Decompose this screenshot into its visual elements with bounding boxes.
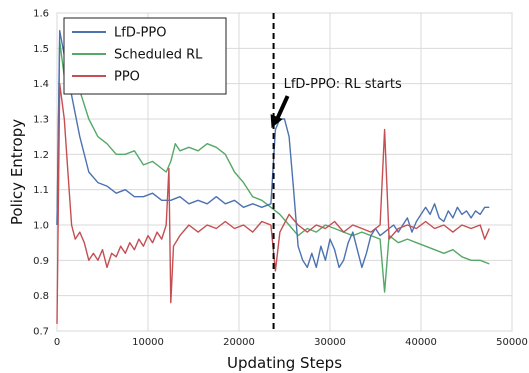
x-tick-label: 10000 [132, 337, 164, 348]
x-tick-label: 0 [54, 337, 60, 348]
x-axis-title: Updating Steps [227, 354, 342, 372]
y-tick-label: 1.6 [33, 9, 49, 20]
x-tick-label: 50000 [496, 337, 528, 348]
series-layer [56, 30, 490, 324]
annotation-arrow [270, 95, 290, 129]
legend: LfD-PPO Scheduled RL PPO [63, 17, 227, 95]
legend-label: Scheduled RL [114, 48, 203, 63]
y-tick-label: 1.1 [33, 185, 49, 196]
legend-label: LfD-PPO [114, 26, 166, 41]
x-tick-labels: 0 10000 20000 30000 40000 50000 [54, 337, 528, 348]
series-line-scheduled-rl [56, 40, 490, 293]
y-tick-label: 1.2 [33, 150, 49, 161]
x-tick-label: 30000 [314, 337, 346, 348]
y-tick-label: 1.5 [33, 44, 49, 55]
series-line-ppo [56, 83, 490, 324]
legend-box [63, 17, 227, 95]
y-tick-label: 1.4 [33, 79, 49, 90]
y-tick-label: 1.0 [33, 221, 49, 232]
y-axis-title: Policy Entropy [8, 119, 26, 225]
annotation-arrow-head [270, 114, 283, 129]
x-tick-label: 40000 [405, 337, 437, 348]
annotation-text: LfD-PPO: RL starts [284, 77, 402, 92]
y-tick-label: 0.7 [33, 327, 49, 338]
y-tick-label: 1.3 [33, 115, 49, 126]
series-line-lfd-ppo [56, 30, 490, 269]
legend-label: PPO [114, 70, 140, 85]
y-tick-label: 0.8 [33, 291, 49, 302]
x-tick-label: 20000 [223, 337, 255, 348]
y-tick-labels: 0.7 0.8 0.9 1.0 1.1 1.2 1.3 1.4 1.5 1.6 [33, 9, 49, 338]
annotation-arrow-shaft [275, 95, 290, 119]
y-tick-label: 0.9 [33, 256, 49, 267]
